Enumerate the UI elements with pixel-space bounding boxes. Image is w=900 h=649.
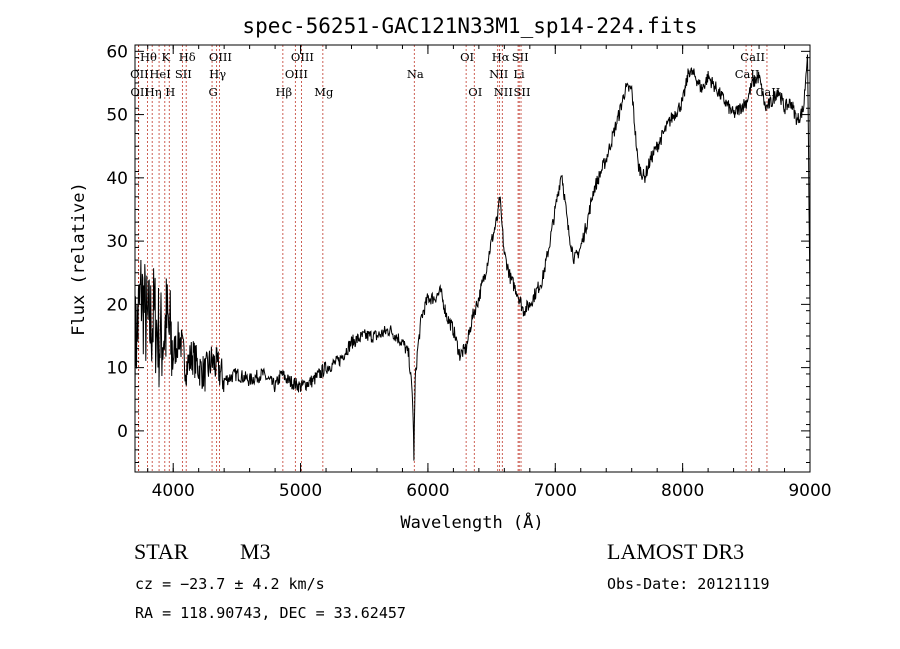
survey-name: LAMOST DR3 bbox=[607, 539, 745, 564]
line-label: Mg bbox=[314, 85, 334, 99]
line-label: Na bbox=[407, 67, 424, 81]
plot-title: spec-56251-GAC121N33M1_sp14-224.fits bbox=[242, 14, 697, 38]
line-label: OI bbox=[460, 50, 474, 64]
y-tick-label: 0 bbox=[117, 422, 128, 442]
x-tick-label: 6000 bbox=[406, 481, 449, 501]
line-label: SII bbox=[175, 67, 192, 81]
line-label: K bbox=[162, 50, 171, 64]
line-label: OIII bbox=[209, 50, 232, 64]
x-tick-label: 4000 bbox=[152, 481, 195, 501]
line-label: OIII bbox=[285, 67, 308, 81]
redshift-cz: cz = −23.7 ± 4.2 km/s bbox=[135, 575, 325, 593]
y-tick-label: 50 bbox=[106, 106, 128, 126]
line-label: SII bbox=[514, 85, 531, 99]
object-subclass: M3 bbox=[240, 539, 271, 564]
line-label: Hα bbox=[492, 50, 510, 64]
y-tick-label: 20 bbox=[106, 295, 128, 315]
line-label: Hη bbox=[145, 85, 162, 99]
line-label: OI bbox=[468, 85, 482, 99]
line-label: CaII bbox=[740, 50, 765, 64]
line-label: HeI bbox=[149, 67, 170, 81]
y-tick-label: 30 bbox=[106, 232, 128, 252]
line-label: Li bbox=[513, 67, 525, 81]
line-label: SII bbox=[512, 50, 529, 64]
x-axis-label: Wavelength (Å) bbox=[400, 511, 543, 533]
line-label: Hθ bbox=[140, 50, 157, 64]
observation-date: Obs-Date: 20121119 bbox=[607, 575, 770, 593]
x-tick-label: 8000 bbox=[661, 481, 704, 501]
y-tick-label: 40 bbox=[106, 169, 128, 189]
line-label: Hδ bbox=[179, 50, 196, 64]
x-tick-label: 9000 bbox=[788, 481, 831, 501]
y-tick-label: 10 bbox=[106, 359, 128, 379]
axis-ticks: 4000 5000 6000 7000 8000 9000 0 10 20 30 40 50 60 bbox=[106, 42, 831, 501]
line-label: CaII bbox=[735, 67, 760, 81]
line-label: Hγ bbox=[209, 67, 226, 81]
line-label: H bbox=[165, 85, 175, 99]
y-axis-label: Flux (relative) bbox=[69, 182, 89, 336]
line-label: OIII bbox=[291, 50, 314, 64]
object-class: STAR bbox=[134, 539, 189, 564]
plot-frame bbox=[134, 44, 811, 473]
line-markers bbox=[138, 45, 768, 472]
coordinates: RA = 118.90743, DEC = 33.62457 bbox=[135, 604, 406, 622]
line-label: Hβ bbox=[276, 85, 293, 99]
x-tick-label: 7000 bbox=[534, 481, 577, 501]
line-label: NII bbox=[489, 67, 508, 81]
line-label: NII bbox=[494, 85, 513, 99]
spectrum-line bbox=[134, 54, 811, 461]
y-tick-label: 60 bbox=[106, 42, 128, 62]
line-label: OII bbox=[130, 67, 149, 81]
line-label: G bbox=[208, 85, 217, 99]
x-tick-label: 5000 bbox=[279, 481, 322, 501]
